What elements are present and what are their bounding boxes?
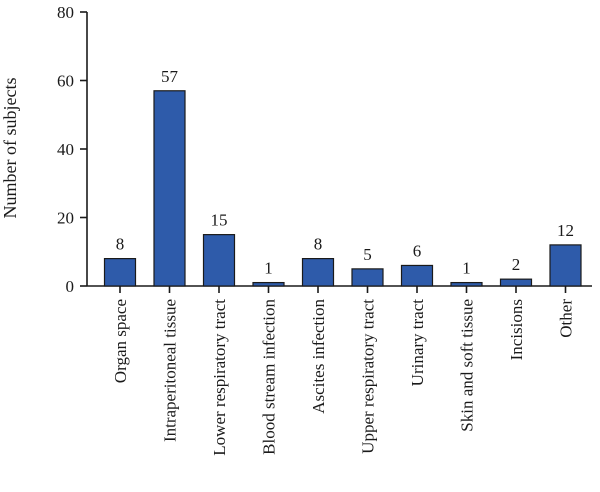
bar <box>202 234 236 287</box>
bar <box>400 264 434 287</box>
category-label: Other <box>557 299 576 338</box>
category-label: Lower respiratory tract <box>210 299 229 456</box>
data-label: 1 <box>264 259 273 278</box>
bar <box>252 281 285 287</box>
bar <box>301 258 335 287</box>
x-axis <box>87 285 592 293</box>
data-label: 15 <box>211 211 228 230</box>
y-tick-label: 0 <box>66 277 75 296</box>
category-label: Blood stream infection <box>260 299 279 455</box>
category-label: Skin and soft tissue <box>458 299 477 432</box>
y-axis-title: Number of subjects <box>0 78 20 219</box>
data-label: 12 <box>557 221 574 240</box>
bar <box>103 258 137 287</box>
bars <box>103 90 582 287</box>
data-label: 6 <box>413 241 422 260</box>
y-tick-label: 40 <box>57 140 74 159</box>
bar <box>549 244 582 287</box>
category-labels: Organ space Intraperitoneal tissue Lower r… <box>111 299 576 456</box>
data-label: 5 <box>363 245 372 264</box>
data-label: 8 <box>314 235 323 254</box>
bar <box>351 268 384 287</box>
data-label: 1 <box>462 259 471 278</box>
category-label: Intraperitoneal tissue <box>161 299 180 442</box>
data-label: 2 <box>512 255 521 274</box>
category-label: Incisions <box>507 299 526 360</box>
data-label: 8 <box>116 235 125 254</box>
category-label: Ascites infection <box>309 299 328 414</box>
y-axis: 0 20 40 60 80 <box>57 3 88 296</box>
bar <box>153 90 186 287</box>
bar <box>499 278 533 287</box>
y-tick-label: 20 <box>57 209 74 228</box>
category-label: Upper respiratory tract <box>359 299 378 454</box>
bar <box>450 281 483 287</box>
y-tick-label: 80 <box>57 3 74 22</box>
data-label: 57 <box>161 67 179 86</box>
y-tick-label: 60 <box>57 72 74 91</box>
category-label: Organ space <box>111 299 130 383</box>
category-label: Urinary tract <box>408 299 427 387</box>
